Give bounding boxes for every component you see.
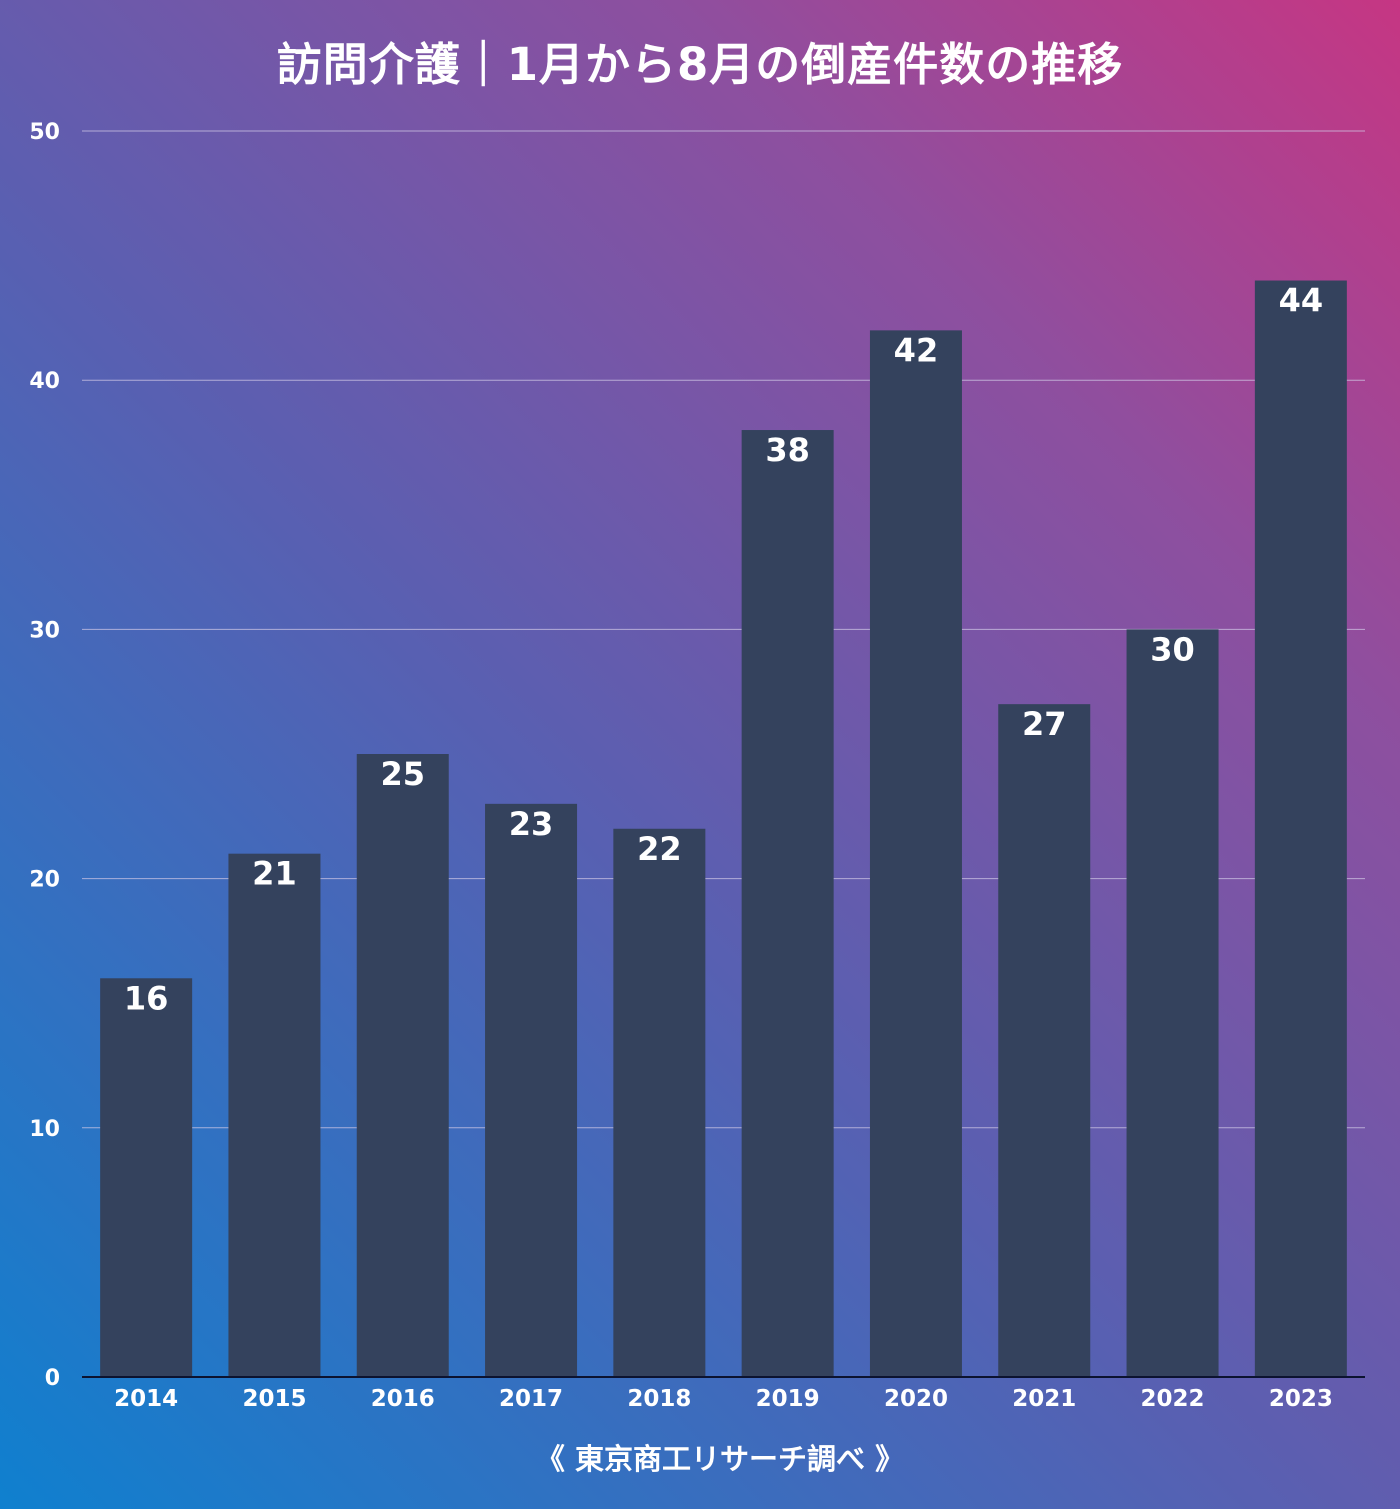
chart-title: 訪問介護｜1月から8月の倒産件数の推移 bbox=[276, 38, 1124, 91]
y-tick-label: 10 bbox=[29, 1117, 60, 1142]
source-note: 《 東京商工リサーチ調べ 》 bbox=[535, 1442, 905, 1476]
y-tick-label: 30 bbox=[29, 618, 60, 643]
x-tick-label: 2016 bbox=[371, 1386, 435, 1412]
x-tick-label: 2014 bbox=[114, 1386, 178, 1412]
bar bbox=[998, 704, 1091, 1377]
bar bbox=[100, 978, 193, 1377]
bar bbox=[356, 754, 449, 1377]
bar bbox=[485, 803, 578, 1377]
x-tick-label: 2020 bbox=[884, 1386, 948, 1412]
bar bbox=[613, 828, 706, 1377]
bar bbox=[869, 330, 962, 1377]
y-tick-label: 20 bbox=[29, 868, 60, 893]
data-label: 25 bbox=[380, 755, 425, 793]
data-label: 22 bbox=[637, 830, 682, 868]
bar bbox=[228, 853, 321, 1377]
x-tick-label: 2019 bbox=[756, 1386, 820, 1412]
x-tick-label: 2017 bbox=[499, 1386, 563, 1412]
x-tick-label: 2015 bbox=[242, 1386, 306, 1412]
x-tick-label: 2023 bbox=[1269, 1386, 1333, 1412]
x-tick-label: 2018 bbox=[627, 1386, 691, 1412]
data-label: 16 bbox=[124, 979, 169, 1017]
bars bbox=[100, 280, 1347, 1377]
y-axis-ticks: 0 10 20 30 40 50 bbox=[29, 120, 60, 1391]
x-axis-ticks: 2014 2015 2016 2017 2018 2019 2020 2021 2022 2023 bbox=[114, 1386, 1333, 1412]
data-label: 44 bbox=[1279, 282, 1324, 320]
x-tick-label: 2022 bbox=[1141, 1386, 1205, 1412]
y-tick-label: 50 bbox=[29, 120, 60, 145]
bar bbox=[1126, 629, 1219, 1377]
bar bbox=[1254, 280, 1347, 1377]
y-tick-label: 0 bbox=[45, 1366, 60, 1391]
data-labels: 16 21 25 23 22 38 42 27 30 44 bbox=[124, 282, 1323, 1018]
x-tick-label: 2021 bbox=[1012, 1386, 1076, 1412]
y-tick-label: 40 bbox=[29, 369, 60, 394]
data-label: 38 bbox=[765, 431, 810, 469]
bar bbox=[741, 430, 834, 1377]
data-label: 27 bbox=[1022, 705, 1067, 743]
data-label: 23 bbox=[509, 805, 554, 843]
data-label: 21 bbox=[252, 855, 297, 893]
data-label: 42 bbox=[894, 331, 939, 369]
data-label: 30 bbox=[1150, 630, 1195, 668]
